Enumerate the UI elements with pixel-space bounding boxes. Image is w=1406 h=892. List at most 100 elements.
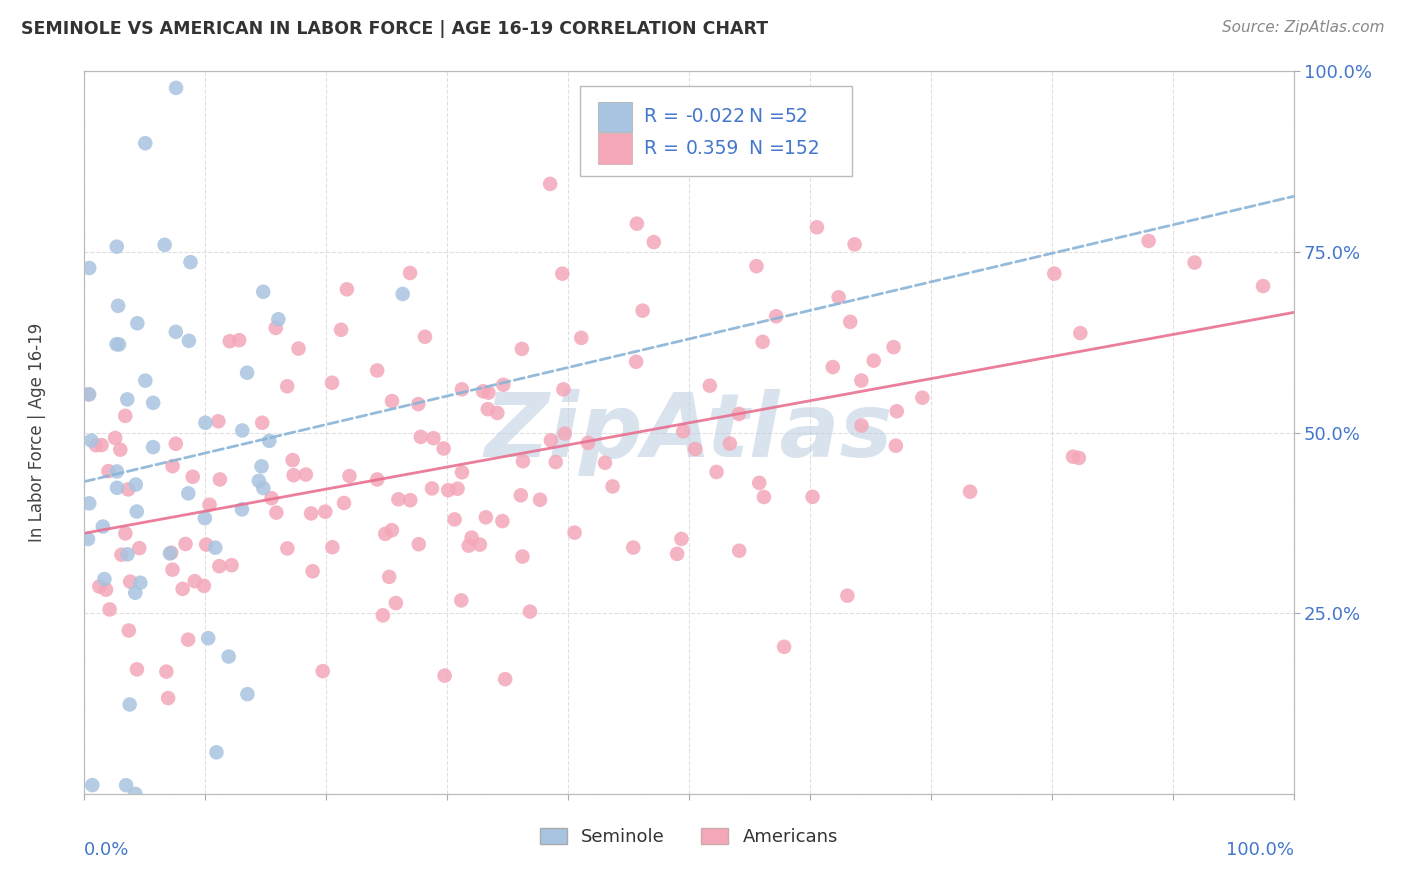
Point: [371, 608, 394, 623]
Point: [773, 640, 796, 654]
Point: [387, 492, 409, 507]
Point: [134, 374, 156, 388]
Point: [157, 691, 180, 706]
Point: [1043, 267, 1066, 281]
Point: [236, 687, 259, 701]
Point: [553, 383, 575, 397]
Point: [142, 396, 165, 410]
Point: [276, 541, 298, 556]
Point: [752, 490, 775, 504]
Point: [193, 579, 215, 593]
Point: [195, 537, 218, 551]
Point: [194, 511, 217, 525]
Point: [266, 506, 288, 520]
Point: [544, 455, 567, 469]
Text: 0.0%: 0.0%: [84, 841, 129, 859]
Point: [181, 469, 204, 483]
Point: [672, 425, 695, 439]
Point: [621, 541, 644, 555]
Point: [339, 469, 361, 483]
Point: [218, 649, 240, 664]
Point: [699, 378, 721, 392]
Point: [624, 355, 647, 369]
Point: [801, 490, 824, 504]
Point: [177, 334, 200, 348]
Point: [162, 563, 184, 577]
Point: [177, 486, 200, 500]
Point: [631, 303, 654, 318]
Point: [125, 504, 148, 518]
Point: [159, 546, 181, 560]
Point: [366, 363, 388, 377]
Point: [433, 668, 456, 682]
Point: [451, 466, 474, 480]
Point: [510, 342, 533, 356]
Point: [105, 337, 128, 351]
Point: [381, 394, 404, 409]
Point: [84, 438, 107, 452]
Point: [117, 547, 139, 561]
Point: [77, 532, 100, 546]
Point: [576, 436, 599, 450]
Text: 52: 52: [785, 107, 808, 127]
Point: [194, 416, 217, 430]
Point: [529, 492, 551, 507]
Point: [385, 596, 408, 610]
Point: [124, 787, 146, 801]
Point: [198, 498, 221, 512]
Point: [683, 442, 706, 456]
Point: [366, 473, 388, 487]
Point: [77, 496, 100, 510]
Point: [276, 379, 298, 393]
Point: [475, 510, 498, 524]
Point: [408, 537, 430, 551]
Point: [89, 580, 111, 594]
Point: [259, 434, 281, 448]
Point: [512, 549, 534, 564]
Point: [751, 334, 773, 349]
Point: [247, 474, 270, 488]
Point: [283, 468, 305, 483]
Point: [250, 459, 273, 474]
Point: [321, 540, 343, 554]
Point: [165, 81, 187, 95]
Point: [110, 442, 132, 457]
Point: [127, 316, 149, 330]
Text: 0.359: 0.359: [685, 139, 738, 158]
Point: [451, 382, 474, 396]
Point: [207, 414, 229, 428]
Point: [160, 546, 183, 560]
Point: [153, 238, 176, 252]
Point: [554, 426, 576, 441]
Point: [77, 387, 100, 401]
Point: [165, 325, 187, 339]
Point: [472, 384, 495, 399]
Point: [104, 431, 127, 445]
Point: [94, 582, 117, 597]
Point: [851, 374, 873, 388]
Point: [509, 488, 531, 502]
Point: [883, 340, 905, 354]
Point: [1251, 279, 1274, 293]
Point: [177, 632, 200, 647]
Point: [1137, 234, 1160, 248]
Point: [179, 255, 201, 269]
Point: [174, 537, 197, 551]
Point: [477, 402, 499, 417]
Point: [884, 439, 907, 453]
Point: [142, 440, 165, 454]
Point: [118, 624, 141, 638]
Point: [333, 496, 356, 510]
Point: [381, 523, 404, 537]
Point: [706, 465, 728, 479]
Point: [125, 477, 148, 491]
Point: [443, 512, 465, 526]
Point: [77, 387, 100, 401]
Point: [314, 505, 336, 519]
Point: [228, 333, 250, 347]
Point: [420, 482, 443, 496]
Point: [105, 239, 128, 253]
Point: [748, 475, 770, 490]
Point: [172, 582, 194, 596]
Point: [110, 548, 132, 562]
